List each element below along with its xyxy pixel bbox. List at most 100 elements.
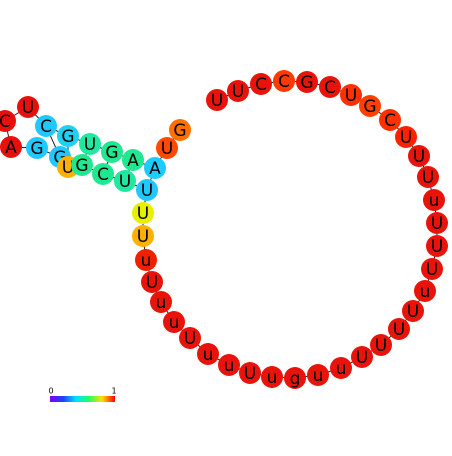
nucleotide: [423, 189, 445, 211]
nucleotide: [402, 300, 424, 322]
nucleotide: [388, 318, 410, 340]
nucleotide: [239, 362, 261, 384]
nucleotide-label: U: [422, 168, 434, 188]
nucleotide: [296, 71, 318, 93]
nucleotide-label: U: [375, 336, 387, 356]
nucleotide-label: u: [336, 359, 347, 379]
nucleotide-label: G: [300, 73, 313, 93]
nucleotide: [250, 73, 272, 95]
nucleotide: [26, 137, 48, 159]
nucleotide: [57, 125, 79, 147]
nucleotide: [426, 212, 448, 234]
nucleotide-label: u: [224, 356, 235, 376]
nucleotide-label: U: [184, 329, 196, 349]
nucleotide: [273, 70, 295, 92]
nucleotide: [132, 225, 154, 247]
nucleotide-label: G: [173, 121, 186, 141]
nucleotide: [206, 89, 228, 111]
nucleotide-label: U: [345, 86, 357, 106]
nucleotide: [71, 154, 93, 176]
nucleotide: [156, 137, 178, 159]
nucleotide-label: u: [203, 345, 214, 365]
nucleotide-label: U: [356, 348, 368, 368]
nucleotide-label: U: [141, 181, 153, 201]
nucleotide-label: G: [75, 156, 88, 176]
nucleotide: [370, 334, 392, 356]
legend-max: 1: [111, 387, 116, 396]
nucleotide: [141, 271, 163, 293]
nucleotide-label: U: [393, 320, 405, 340]
nucleotide: [144, 157, 166, 179]
nucleotide-label: U: [211, 91, 223, 111]
nucleotide: [150, 291, 172, 313]
nucleotide-label: U: [137, 227, 149, 247]
nucleotide-label: u: [156, 293, 167, 313]
nucleotide-label: U: [161, 139, 173, 159]
nucleotide-label: u: [313, 366, 324, 386]
nucleotide: [284, 367, 306, 389]
nucleotide: [122, 149, 144, 171]
nucleotide-label: U: [146, 273, 158, 293]
nucleotide: [197, 343, 219, 365]
nucleotide: [0, 110, 16, 132]
nucleotide-label: C: [278, 72, 290, 92]
nucleotide: [395, 126, 417, 148]
nucleotide-label: g: [290, 369, 301, 389]
nucleotide: [379, 109, 401, 131]
nucleotide-label: U: [232, 82, 244, 102]
nucleotide: [179, 327, 201, 349]
nucleotide-label: U: [22, 98, 34, 118]
nucleotide-label: U: [84, 135, 96, 155]
nucleotide-label: G: [30, 139, 43, 159]
nucleotide-label: G: [363, 97, 376, 117]
nucleotide: [417, 166, 439, 188]
legend-min: 0: [48, 387, 53, 396]
nucleotide-label: u: [420, 282, 431, 302]
nucleotide-label: U: [407, 302, 419, 322]
nucleotide: [114, 170, 136, 192]
nucleotide: [17, 96, 39, 118]
nucleotide: [163, 311, 185, 333]
nucleotide-label: U: [119, 172, 131, 192]
nucleotide: [132, 202, 154, 224]
nucleotide: [414, 280, 436, 302]
nucleotide-label: U: [426, 260, 438, 280]
nucleotide-label: U: [431, 214, 443, 234]
nucleotide: [330, 357, 352, 379]
nucleotide-label: G: [61, 127, 74, 147]
nucleotide-label: A: [5, 138, 17, 158]
nucleotide-label: C: [384, 111, 396, 131]
nucleotide-label: C: [0, 112, 11, 132]
nucleotide-label: u: [267, 368, 278, 388]
nucleotide-label: u: [169, 313, 180, 333]
nucleotide: [101, 141, 123, 163]
nucleotide: [340, 84, 362, 106]
nucleotide-label: U: [137, 204, 149, 224]
nucleotide: [218, 354, 240, 376]
nucleotide: [0, 136, 22, 158]
nucleotide: [359, 95, 381, 117]
nucleotide-label: U: [413, 147, 425, 167]
nucleotide-label: G: [105, 143, 118, 163]
nucleotide: [426, 235, 448, 257]
nucleotide: [408, 145, 430, 167]
nucleotide-label: u: [141, 251, 152, 271]
nucleotide: [169, 119, 191, 141]
nucleotide-label: U: [431, 237, 443, 257]
nucleotide: [227, 80, 249, 102]
nucleotide: [136, 179, 158, 201]
nucleotide: [421, 258, 443, 280]
nucleotide: [79, 133, 101, 155]
nucleotide: [261, 366, 283, 388]
nucleotide-label: C: [324, 78, 336, 98]
nucleotide-label: u: [429, 191, 440, 211]
nucleotide-label: A: [149, 159, 161, 179]
color-bar: [50, 396, 115, 402]
nucleotide-label: U: [400, 128, 412, 148]
nucleotide: [319, 76, 341, 98]
nucleotide: [135, 249, 157, 271]
nucleotide-label: A: [127, 151, 139, 171]
